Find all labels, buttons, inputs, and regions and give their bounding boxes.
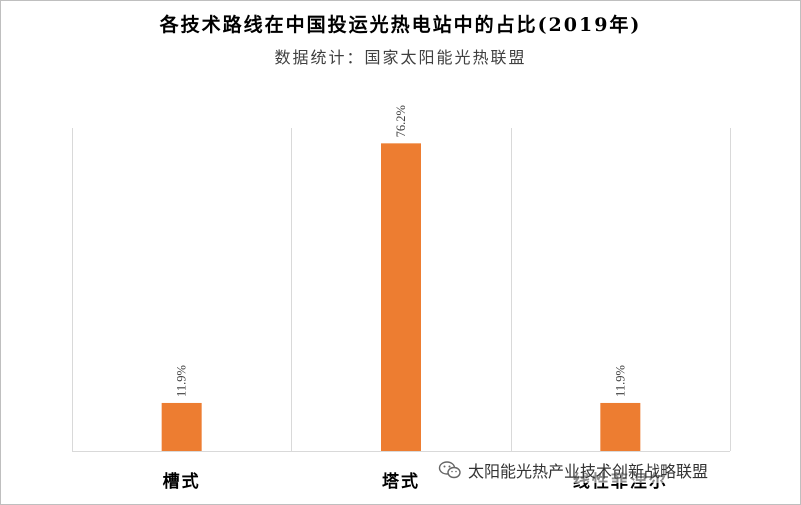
watermark-text: 太阳能光热产业技术创新战略联盟	[468, 462, 709, 481]
bar	[600, 402, 641, 451]
bars	[161, 143, 641, 451]
data-label: 11.9%	[613, 365, 627, 397]
wechat-icon	[438, 461, 461, 479]
category-label: 塔式	[382, 471, 420, 492]
watermark: 太阳能光热产业技术创新战略联盟	[438, 457, 709, 483]
chart-title: 各技术路线在中国投运光热电站中的占比(2019年)	[159, 14, 642, 36]
chart-subtitle: 数据统计：国家太阳能光热联盟	[274, 48, 527, 67]
category-label: 槽式	[163, 471, 201, 492]
grid-lines	[72, 128, 731, 452]
bar	[161, 402, 202, 451]
data-label: 11.9%	[175, 365, 189, 397]
data-labels: 11.9% 76.2% 11.9%	[175, 105, 628, 397]
bar	[381, 143, 421, 451]
data-label: 76.2%	[394, 105, 408, 137]
